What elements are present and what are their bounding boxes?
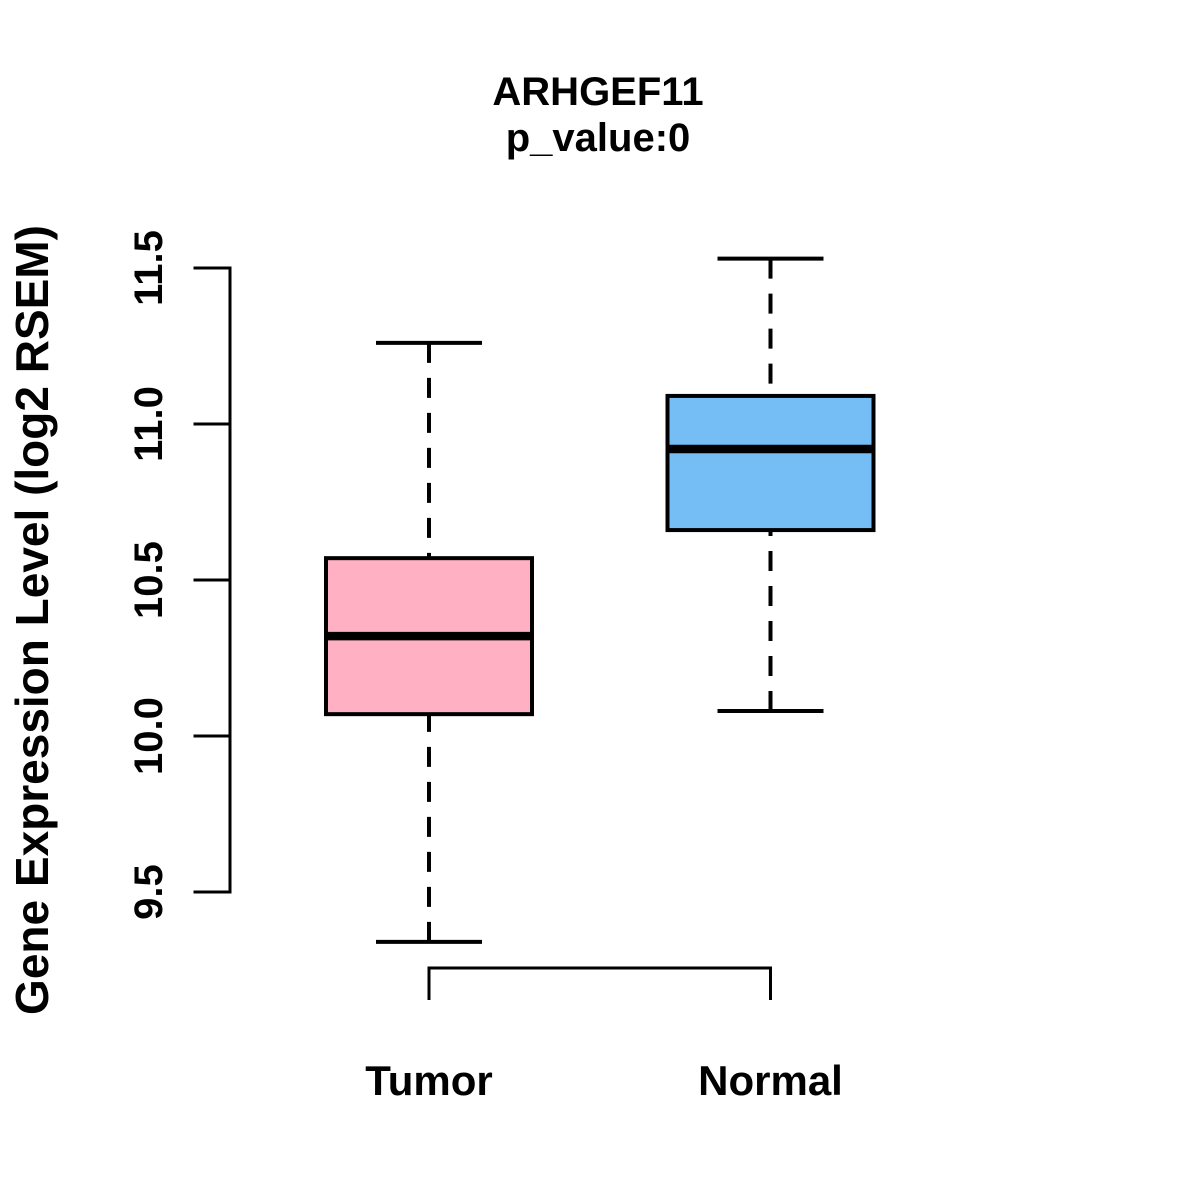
normal-box	[665, 393, 876, 533]
y-axis-tick-label: 10.5	[127, 541, 171, 619]
x-axis-bracket	[427, 966, 772, 1000]
y-axis-tick-label: 11.0	[127, 386, 171, 462]
y-axis-label: Gene Expression Level (log2 RSEM)	[6, 225, 58, 1015]
category-label: Normal	[698, 1057, 843, 1104]
chart-subtitle: p_value:0	[506, 116, 691, 160]
y-axis-tick-label: 10.0	[127, 697, 171, 775]
y-axis-tick-label: 9.5	[127, 864, 171, 920]
chart-title: ARHGEF11	[492, 70, 703, 114]
category-label: Tumor	[365, 1057, 493, 1104]
y-axis-tick-label: 11.5	[127, 230, 171, 306]
plot-area: 9.5 10.0 10.5 11.0 11.5 Tumor Normal	[127, 230, 876, 1104]
